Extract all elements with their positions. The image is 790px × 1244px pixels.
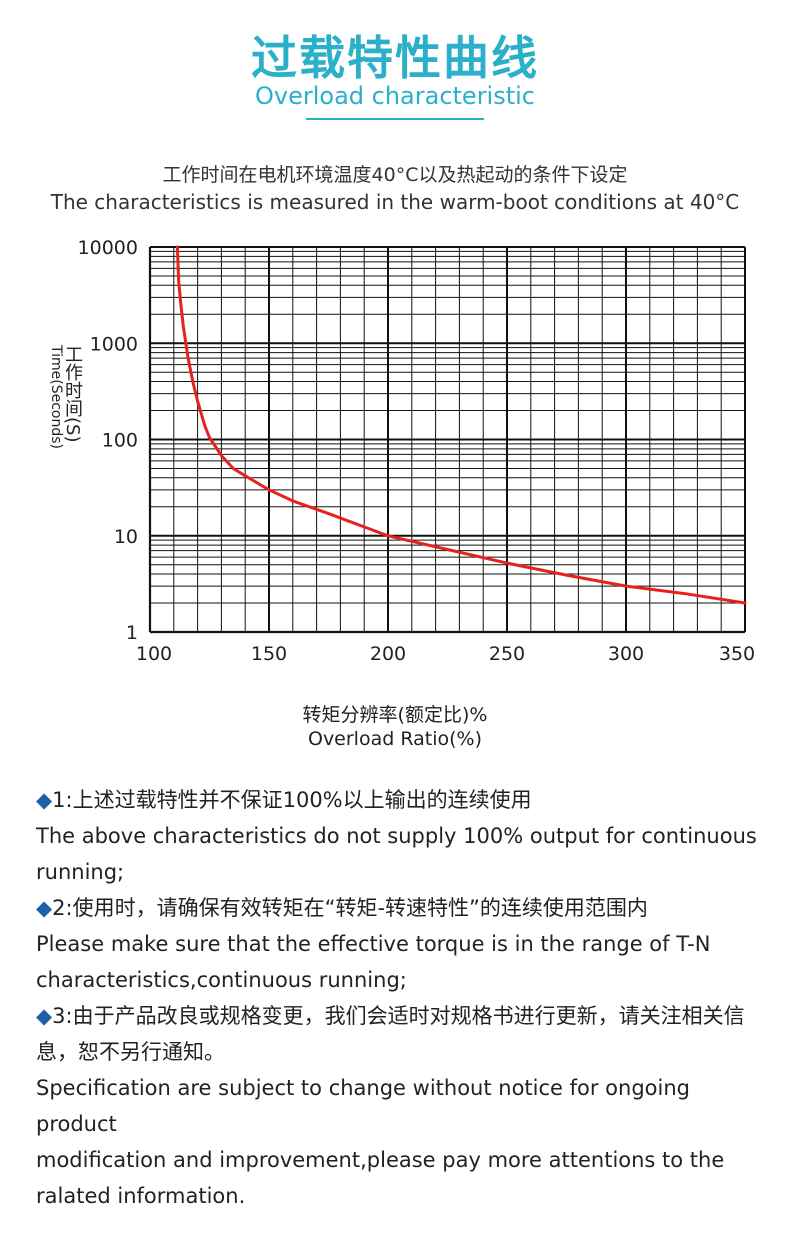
x-axis-label-cn: 转矩分辨率(额定比)% xyxy=(302,704,488,726)
x-tick-label: 100 xyxy=(136,643,172,665)
y-tick-label: 10000 xyxy=(78,237,138,259)
note-3-en-continued: modification and improvement,please pay … xyxy=(36,1148,725,1208)
x-tick-label: 250 xyxy=(489,643,525,665)
overload-chart: 10000 1000 100 10 1 100 150 200 250 300 350 xyxy=(78,237,756,665)
y-axis-label-cn: 工作时间(S) xyxy=(62,345,83,443)
note-2-cn: ◆2:使用时，请确保有效转矩在“转矩-转速特性”的连续使用范围内 xyxy=(36,896,648,920)
note-3-en: Specification are subject to change with… xyxy=(36,1076,690,1136)
overload-curve xyxy=(175,245,747,605)
y-tick-label: 100 xyxy=(102,430,138,452)
condition-text-en: The characteristics is measured in the w… xyxy=(50,190,740,214)
y-tick-label: 1000 xyxy=(90,333,138,355)
condition-text-cn: 工作时间在电机环境温度40°C以及热起动的条件下设定 xyxy=(162,164,628,186)
y-tick-label: 1 xyxy=(126,622,138,644)
y-axis-label-en: Time(Seconds) xyxy=(48,345,64,450)
note-2-en: Please make sure that the effective torq… xyxy=(36,932,711,992)
y-tick-label: 10 xyxy=(114,526,138,548)
x-tick-label: 200 xyxy=(370,643,406,665)
diamond-bullet-icon: ◆ xyxy=(36,1004,53,1028)
note-1-cn: ◆1:上述过载特性并不保证100%以上输出的连续使用 xyxy=(36,788,532,812)
note-3-cn: ◆3:由于产品改良或规格变更，我们会适时对规格书进行更新，请关注相关信息，恕不另… xyxy=(36,1004,745,1064)
x-axis-label-en: Overload Ratio(%) xyxy=(307,728,482,750)
notes-section: ◆1:上述过载特性并不保证100%以上输出的连续使用 The above cha… xyxy=(36,782,776,1214)
x-tick-label: 150 xyxy=(251,643,287,665)
x-tick-label: 300 xyxy=(608,643,644,665)
page-title: 过载特性曲线 xyxy=(251,31,539,85)
page-subtitle-en: Overload characteristic xyxy=(254,82,536,110)
diamond-bullet-icon: ◆ xyxy=(36,788,53,812)
title-underline xyxy=(306,118,484,120)
note-1-en: The above characteristics do not supply … xyxy=(36,824,757,884)
x-tick-label: 350 xyxy=(719,643,755,665)
y-axis-label: Time(Seconds) 工作时间(S) xyxy=(48,345,83,450)
diamond-bullet-icon: ◆ xyxy=(36,896,53,920)
